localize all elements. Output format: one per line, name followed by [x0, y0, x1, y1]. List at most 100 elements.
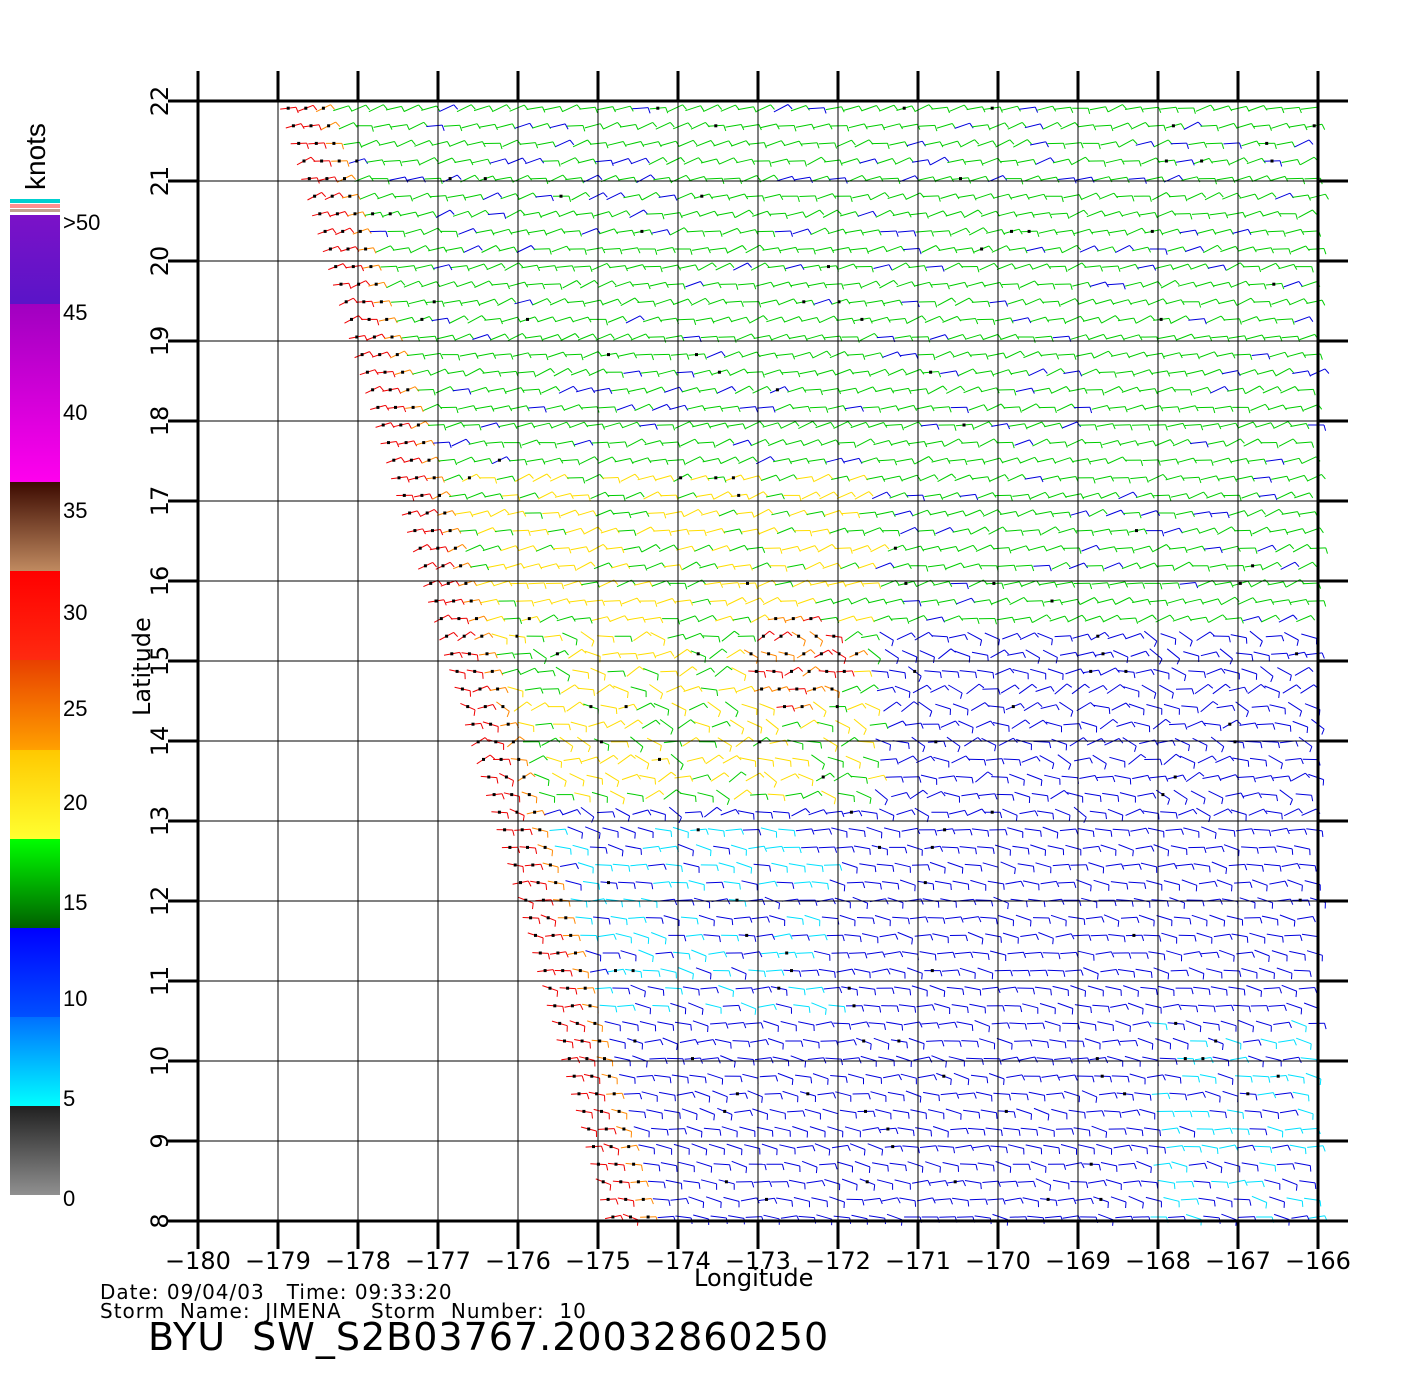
- wind-barb-flag: [501, 793, 505, 800]
- wind-barb: [1055, 1128, 1075, 1135]
- wind-barb: [1292, 1091, 1310, 1102]
- wind-barb-shaft: [942, 1162, 959, 1167]
- wind-barb: [1068, 916, 1086, 926]
- wind-barb-shaft: [803, 790, 819, 799]
- wind-barb: [748, 969, 766, 978]
- wind-barb-flag: [1220, 1167, 1223, 1174]
- wind-barb-shaft: [975, 1091, 992, 1096]
- wind-barb-shaft: [1159, 1057, 1176, 1060]
- wind-barb-shaft: [1023, 702, 1038, 712]
- wind-barb: [617, 754, 636, 765]
- wind-barb-shaft: [1054, 635, 1071, 638]
- wind-barb-flag: [695, 1039, 699, 1046]
- rain-flag-dot: [475, 617, 478, 621]
- wind-barb-shaft: [763, 1020, 779, 1027]
- wind-barb-shaft: [1008, 1144, 1024, 1149]
- wind-barb-flag: [1056, 832, 1059, 839]
- wind-barb-shaft: [742, 829, 760, 831]
- wind-barb-flag: [1055, 657, 1058, 664]
- wind-barb-flag: [1210, 1057, 1214, 1064]
- wind-barb: [1069, 737, 1089, 747]
- wind-barb-flag: [1252, 1144, 1256, 1151]
- wind-barb: [778, 951, 798, 958]
- wind-barb-flag: [640, 971, 643, 978]
- wind-barb-shaft: [796, 1145, 813, 1149]
- wind-barb: [1124, 1055, 1141, 1067]
- wind-barb: [794, 881, 813, 888]
- wind-barb-shaft: [889, 1162, 906, 1166]
- wind-barb-flag: [1228, 636, 1231, 643]
- wind-barb-shaft: [921, 1022, 938, 1025]
- wind-barb-shaft: [851, 1214, 868, 1220]
- wind-barb-shaft: [691, 949, 707, 957]
- rain-flag-dot: [758, 740, 762, 744]
- wind-barb-flag: [1280, 763, 1283, 770]
- wind-barb-shaft: [818, 968, 835, 973]
- wind-barb-shaft: [825, 810, 842, 814]
- wind-barb-shaft: [1149, 648, 1163, 660]
- wind-barb-flag: [1281, 635, 1285, 642]
- wind-barb: [930, 685, 950, 693]
- wind-barb-shaft: [1232, 757, 1249, 762]
- wind-barb-shaft: [1128, 881, 1145, 884]
- wind-barb: [857, 1109, 876, 1118]
- wind-barb: [943, 792, 960, 803]
- wind-barb: [597, 933, 617, 940]
- wind-barb: [1211, 861, 1228, 875]
- wind-barb: [859, 863, 877, 873]
- wind-barb-flag: [1071, 1008, 1074, 1015]
- wind-barb-shaft: [1214, 1127, 1231, 1131]
- wind-barb: [1146, 704, 1163, 715]
- rain-flag-dot: [480, 634, 484, 638]
- wind-barb: [1034, 986, 1052, 996]
- wind-barb-shaft: [624, 719, 639, 729]
- wind-barb-flag: [692, 973, 694, 980]
- wind-barb: [1089, 1057, 1109, 1064]
- wind-barb: [1241, 668, 1258, 680]
- wind-barb: [989, 829, 1008, 836]
- wind-barb: [1253, 828, 1272, 837]
- wind-barb-flag: [1105, 1131, 1108, 1138]
- wind-barb: [644, 616, 664, 624]
- wind-barb-shaft: [1025, 1144, 1042, 1149]
- wind-barb: [872, 1162, 889, 1172]
- wind-barb-flag: [1189, 918, 1192, 925]
- wind-barb-flag: [872, 742, 876, 749]
- wind-barb-shaft: [1106, 684, 1121, 694]
- wind-barb-flag: [920, 898, 924, 905]
- wind-barb-flag: [856, 685, 862, 692]
- wind-barb: [1149, 648, 1163, 665]
- rain-flag-dot: [723, 1109, 727, 1113]
- wind-barb-shaft: [642, 969, 659, 972]
- wind-barb-flag: [1201, 720, 1206, 727]
- wind-barb: [932, 1126, 949, 1138]
- wind-barb: [983, 1058, 1002, 1065]
- wind-barb-shaft: [1281, 984, 1297, 992]
- wind-barb-flag: [1269, 1146, 1273, 1153]
- wind-barb: [1068, 1109, 1086, 1119]
- wind-barb-shaft: [1249, 932, 1265, 939]
- wind-barb: [954, 829, 973, 836]
- wind-barb-flag: [797, 898, 801, 905]
- wind-barb-shaft: [868, 1022, 885, 1025]
- wind-barb: [650, 632, 666, 646]
- wind-barb-flag: [818, 616, 823, 622]
- wind-barb: [1299, 1180, 1317, 1189]
- wind-barb-shaft: [1128, 703, 1145, 710]
- wind-barb-flag: [581, 648, 587, 654]
- wind-barb: [958, 1092, 977, 1099]
- wind-barb: [683, 686, 703, 692]
- wind-barb-flag: [1308, 667, 1314, 672]
- wind-barb-flag: [1221, 746, 1225, 753]
- wind-barb: [860, 1055, 877, 1067]
- wind-barb-shaft: [908, 615, 924, 623]
- wind-barb-shaft: [1188, 670, 1205, 673]
- wind-barb: [1011, 719, 1031, 729]
- wind-barb: [683, 1180, 701, 1189]
- wind-barb-shaft: [1107, 1056, 1123, 1062]
- wind-barb: [1025, 649, 1041, 664]
- wind-barb: [1191, 914, 1208, 927]
- wind-barb: [1193, 863, 1211, 873]
- wind-barb-flag: [776, 952, 780, 959]
- wind-barb-flag: [659, 745, 662, 752]
